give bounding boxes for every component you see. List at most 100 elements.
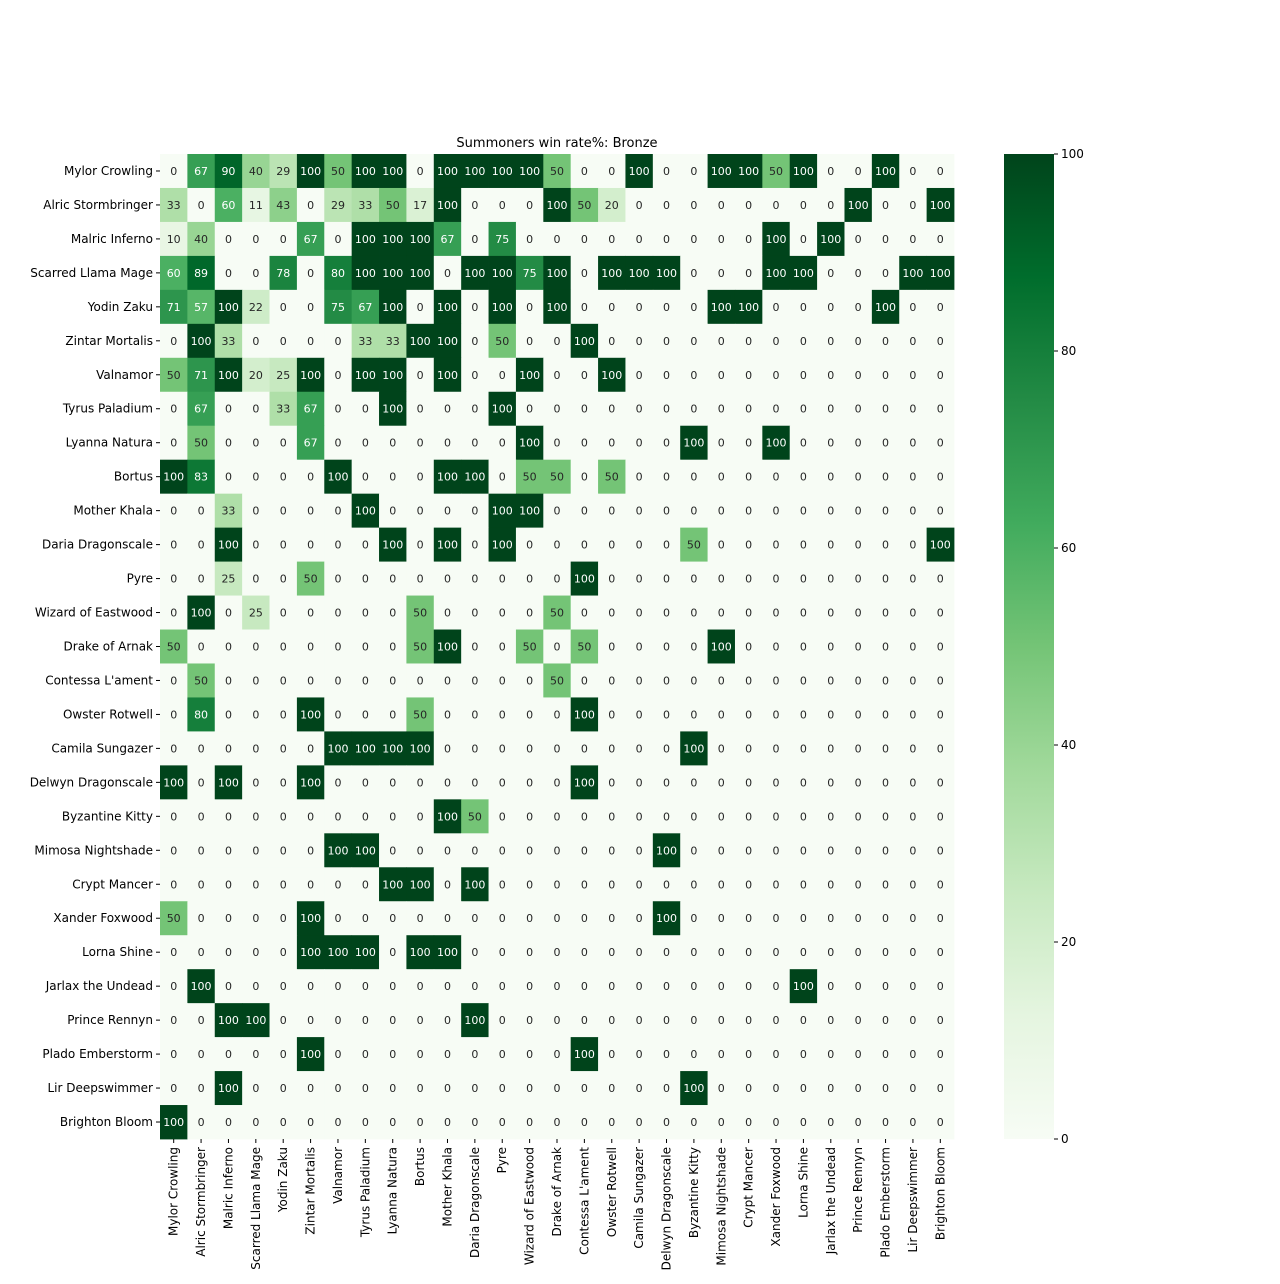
heatmap-cell — [817, 595, 845, 630]
heatmap-cell — [461, 561, 489, 596]
heatmap-cell — [570, 969, 599, 1004]
cell-value-label: 33 — [386, 335, 400, 348]
cell-value-label: 100 — [382, 403, 403, 416]
heatmap-cell — [461, 765, 489, 800]
y-tick-label: Mimosa Nightshade — [34, 843, 153, 857]
y-tick-label: Bortus — [114, 470, 153, 484]
cell-value-label: 0 — [882, 607, 889, 620]
cell-value-label: 0 — [773, 539, 780, 552]
heatmap-cell — [324, 901, 353, 936]
cell-value-label: 100 — [327, 946, 348, 959]
cell-value-label: 0 — [334, 1048, 341, 1061]
cell-value-label: 0 — [663, 199, 670, 212]
heatmap-cell — [680, 969, 708, 1004]
heatmap-cell — [324, 1037, 353, 1072]
heatmap-cell — [762, 867, 791, 902]
cell-value-label: 100 — [218, 539, 239, 552]
cell-value-label: 0 — [499, 369, 506, 382]
heatmap-cell — [625, 1071, 654, 1106]
cell-value-label: 0 — [855, 912, 862, 925]
heatmap-cell — [871, 459, 900, 495]
cell-value-label: 0 — [280, 674, 287, 687]
heatmap-cell — [871, 561, 900, 596]
heatmap-cell — [406, 459, 435, 495]
cell-value-label: 100 — [355, 505, 376, 518]
cell-value-label: 0 — [718, 1082, 725, 1095]
colorbar-tick-label: 60 — [1061, 541, 1076, 555]
cell-value-label: 0 — [334, 878, 341, 891]
cell-value-label: 0 — [718, 708, 725, 721]
heatmap-cell — [406, 629, 435, 664]
cell-value-label: 0 — [855, 946, 862, 959]
heatmap-cell — [269, 595, 298, 630]
cell-value-label: 0 — [773, 742, 780, 755]
cell-value-label: 0 — [855, 1082, 862, 1095]
heatmap-cell — [461, 289, 489, 325]
cell-value-label: 0 — [827, 335, 834, 348]
cell-value-label: 0 — [170, 844, 177, 857]
cell-value-label: 0 — [280, 471, 287, 484]
cell-value-label: 0 — [745, 233, 752, 246]
cell-value-label: 0 — [362, 708, 369, 721]
heatmap-cell — [625, 1037, 654, 1072]
cell-value-label: 0 — [581, 844, 588, 857]
cell-value-label: 0 — [608, 539, 615, 552]
cell-value-label: 0 — [636, 369, 643, 382]
cell-value-label: 0 — [745, 573, 752, 586]
cell-value-label: 0 — [855, 267, 862, 280]
cell-value-label: 83 — [194, 471, 208, 484]
cell-value-label: 0 — [362, 1082, 369, 1095]
cell-value-label: 0 — [252, 844, 259, 857]
heatmap-cell — [543, 391, 572, 427]
y-tick-label: Pyre — [127, 572, 153, 586]
heatmap-cell — [817, 425, 845, 461]
heatmap-cell — [269, 221, 298, 257]
heatmap-cell — [625, 867, 654, 902]
heatmap-cell — [734, 255, 763, 291]
heatmap-cell — [324, 323, 353, 359]
heatmap-cell — [899, 799, 928, 834]
cell-value-label: 0 — [225, 878, 232, 891]
cell-value-label: 50 — [468, 810, 482, 823]
heatmap-cell — [543, 527, 572, 562]
heatmap-cell — [844, 629, 873, 664]
heatmap-cell — [789, 459, 818, 495]
heatmap-cell — [379, 935, 407, 970]
cell-value-label: 0 — [800, 674, 807, 687]
heatmap-cell — [652, 459, 681, 495]
cell-value-label: 100 — [437, 539, 458, 552]
cell-value-label: 0 — [334, 403, 341, 416]
heatmap-cell — [598, 425, 626, 461]
heatmap-cell — [351, 765, 380, 800]
heatmap-cell — [707, 1003, 736, 1038]
heatmap-cell — [269, 935, 298, 970]
cell-value-label: 100 — [382, 267, 403, 280]
heatmap-cell — [844, 187, 873, 223]
cell-value-label: 0 — [526, 403, 533, 416]
cell-value-label: 0 — [937, 844, 944, 857]
cell-value-label: 0 — [800, 1082, 807, 1095]
heatmap-cell — [296, 1071, 325, 1106]
cell-value-label: 0 — [499, 199, 506, 212]
cell-value-label: 0 — [499, 471, 506, 484]
cell-value-label: 0 — [690, 844, 697, 857]
heatmap-cell — [214, 561, 243, 596]
heatmap-cell — [406, 765, 435, 800]
heatmap-cell — [515, 833, 544, 868]
cell-value-label: 0 — [855, 437, 862, 450]
heatmap-cell — [625, 833, 654, 868]
heatmap-cell — [570, 154, 599, 189]
heatmap-cell — [242, 1037, 270, 1072]
cell-value-label: 0 — [690, 708, 697, 721]
cell-value-label: 0 — [855, 471, 862, 484]
cell-value-label: 75 — [331, 301, 345, 314]
heatmap-cell — [817, 663, 845, 698]
cell-value-label: 0 — [636, 1116, 643, 1129]
cell-value-label: 100 — [875, 301, 896, 314]
heatmap-cell — [734, 1003, 763, 1038]
heatmap-cell — [461, 527, 489, 562]
cell-value-label: 0 — [389, 946, 396, 959]
heatmap-cell — [734, 459, 763, 495]
heatmap-cell — [160, 935, 188, 970]
cell-value-label: 0 — [827, 505, 834, 518]
